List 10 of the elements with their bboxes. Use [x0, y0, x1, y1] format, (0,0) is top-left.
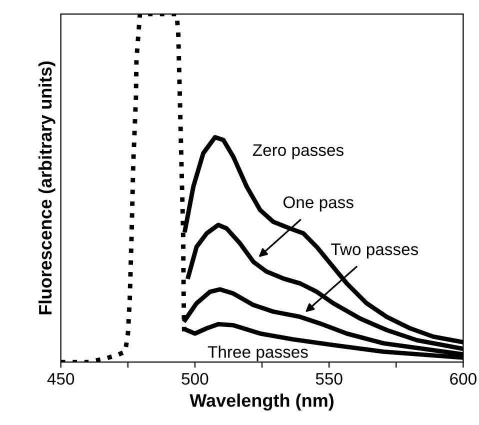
annotation: Two passes	[331, 244, 418, 258]
x-tick-label: 550	[316, 372, 342, 385]
annotation: Three passes	[208, 346, 308, 362]
x-axis-title: Wavelength (nm)	[190, 394, 334, 411]
x-tick-label: 600	[450, 372, 476, 385]
x-tick-label: 450	[47, 372, 74, 385]
annotation: One pass	[283, 196, 354, 212]
x-tick-label: 500	[182, 372, 208, 385]
y-axis-title: Fluorescence (arbitrary units)	[38, 62, 56, 314]
annotation: Zero passes	[252, 144, 344, 160]
